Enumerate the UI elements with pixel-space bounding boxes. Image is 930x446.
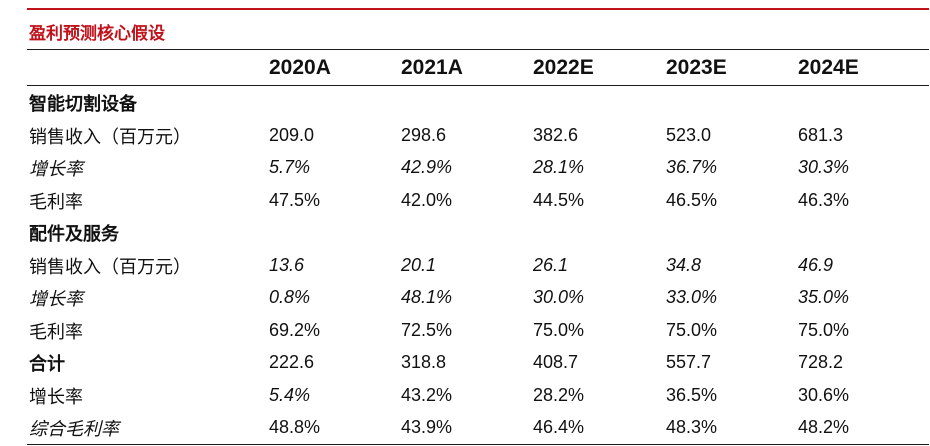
table-cell: 28.1% <box>533 157 585 177</box>
table-cell: 42.9% <box>401 157 453 177</box>
table-cell: 30.6% <box>798 384 850 405</box>
table-cell: 75.0% <box>798 319 850 340</box>
table-cell: 43.9% <box>401 417 453 437</box>
table-row: 毛利率 69.2% 72.5% 75.0% 75.0% 75.0% <box>0 315 930 345</box>
column-header-2023e: 2023E <box>666 56 727 79</box>
row-label: 增长率 <box>29 159 83 180</box>
row-label: 增长率 <box>29 289 83 310</box>
table-cell: 318.8 <box>401 352 447 372</box>
table-row: 增长率 5.4% 43.2% 28.2% 36.5% 30.6% <box>0 380 930 410</box>
table-cell: 382.6 <box>533 124 579 145</box>
table-cell: 28.2% <box>533 384 585 405</box>
table-cell: 34.8 <box>666 254 702 275</box>
table-header-row: 2020A 2021A 2022E 2023E 2024E <box>0 52 930 84</box>
row-label: 综合毛利率 <box>29 419 119 440</box>
row-label: 销售收入（百万元） <box>29 256 191 278</box>
table-cell: 209.0 <box>269 124 315 145</box>
table-bottom-rule <box>27 444 929 445</box>
table-cell: 30.3% <box>798 157 850 177</box>
table-cell: 75.0% <box>533 319 585 340</box>
table-row: 配件及服务 <box>0 217 930 247</box>
table-cell: 42.0% <box>401 189 453 210</box>
table-cell: 48.8% <box>269 417 321 437</box>
table-row: 智能切割设备 <box>0 87 930 117</box>
table-cell: 298.6 <box>401 124 447 145</box>
table-cell: 43.2% <box>401 384 453 405</box>
header-bottom-rule <box>27 85 929 86</box>
row-label: 毛利率 <box>29 191 83 213</box>
table-row: 毛利率 47.5% 42.0% 44.5% 46.5% 46.3% <box>0 185 930 215</box>
top-red-rule <box>27 8 929 10</box>
column-header-2021a: 2021A <box>401 56 463 79</box>
table-cell: 44.5% <box>533 189 585 210</box>
table-cell: 48.2% <box>798 417 850 437</box>
table-cell: 72.5% <box>401 319 453 340</box>
header-top-rule <box>27 49 929 50</box>
table-cell: 0.8% <box>269 287 311 307</box>
table-cell: 557.7 <box>666 352 712 372</box>
table-title: 盈利预测核心假设 <box>29 24 165 44</box>
row-label: 毛利率 <box>29 321 83 343</box>
table-row: 销售收入（百万元） 13.6 20.1 26.1 34.8 46.9 <box>0 250 930 280</box>
table-row: 销售收入（百万元） 209.0 298.6 382.6 523.0 681.3 <box>0 120 930 150</box>
table-cell: 13.6 <box>269 254 305 275</box>
table-cell: 48.1% <box>401 287 453 307</box>
table-cell: 26.1 <box>533 254 569 275</box>
row-label: 智能切割设备 <box>29 94 137 115</box>
table-cell: 46.9 <box>798 254 834 275</box>
column-header-2020a: 2020A <box>269 56 331 79</box>
table-cell: 222.6 <box>269 352 315 372</box>
table-cell: 46.5% <box>666 189 718 210</box>
table-cell: 36.7% <box>666 157 718 177</box>
row-label: 销售收入（百万元） <box>29 126 191 148</box>
table-cell: 33.0% <box>666 287 718 307</box>
column-header-2024e: 2024E <box>798 56 859 79</box>
table-row: 合计 222.6 318.8 408.7 557.7 728.2 <box>0 347 930 377</box>
table-cell: 30.0% <box>533 287 585 307</box>
table-cell: 48.3% <box>666 417 718 437</box>
table-cell: 523.0 <box>666 124 712 145</box>
table-cell: 5.7% <box>269 157 311 177</box>
table-row: 增长率 5.7% 42.9% 28.1% 36.7% 30.3% <box>0 152 930 182</box>
table-cell: 5.4% <box>269 384 311 405</box>
table-cell: 681.3 <box>798 124 844 145</box>
table-cell: 46.3% <box>798 189 850 210</box>
row-label: 配件及服务 <box>29 224 119 245</box>
table-cell: 75.0% <box>666 319 718 340</box>
table-cell: 46.4% <box>533 417 585 437</box>
table-cell: 36.5% <box>666 384 718 405</box>
table-cell: 69.2% <box>269 319 321 340</box>
row-label: 合计 <box>29 354 65 375</box>
table-cell: 35.0% <box>798 287 850 307</box>
table-cell: 728.2 <box>798 352 844 372</box>
row-label: 增长率 <box>29 386 83 408</box>
table-row: 综合毛利率 48.8% 43.9% 46.4% 48.3% 48.2% <box>0 412 930 442</box>
table-row: 增长率 0.8% 48.1% 30.0% 33.0% 35.0% <box>0 282 930 312</box>
table-cell: 20.1 <box>401 254 437 275</box>
column-header-2022e: 2022E <box>533 56 594 79</box>
table-cell: 47.5% <box>269 189 321 210</box>
table-cell: 408.7 <box>533 352 579 372</box>
